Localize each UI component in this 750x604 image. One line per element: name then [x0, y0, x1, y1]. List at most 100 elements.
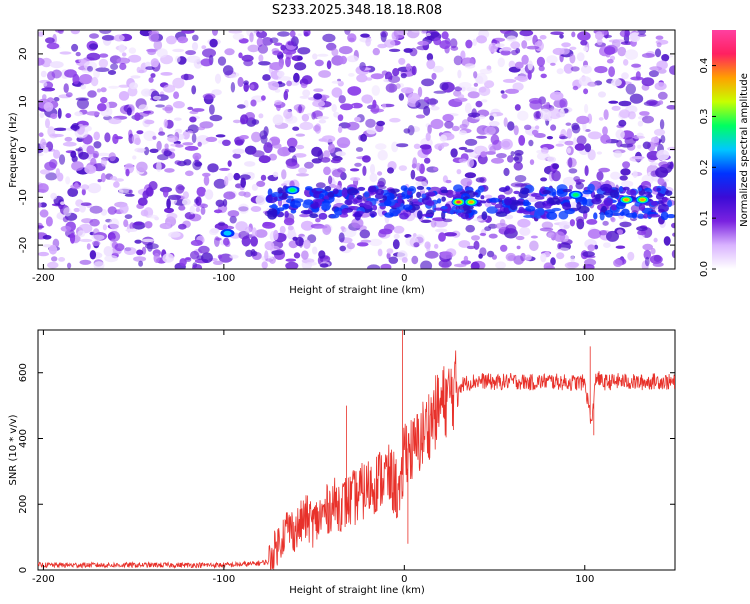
- heatmap-cell: [249, 32, 254, 43]
- heatmap-cell: [209, 104, 215, 115]
- heatmap-cell: [204, 189, 214, 200]
- heatmap-cell: [476, 35, 487, 44]
- heatmap-cell: [444, 120, 454, 129]
- heatmap-cell: [546, 136, 554, 140]
- heatmap-cell: [223, 225, 235, 230]
- heatmap-cell: [261, 261, 268, 269]
- heatmap-band-cell: [637, 187, 642, 192]
- heatmap-cell: [467, 112, 481, 118]
- heatmap-cell: [372, 99, 377, 109]
- heatmap-band-cell: [631, 212, 638, 219]
- heatmap-cell: [465, 138, 478, 146]
- heatmap-cell: [203, 175, 210, 186]
- heatmap-cell: [95, 67, 110, 72]
- heatmap-cell: [262, 222, 276, 229]
- heatmap-cell: [102, 224, 107, 231]
- heatmap-cell: [315, 182, 326, 189]
- heatmap-band-cell: [333, 207, 343, 216]
- heatmap-cell: [178, 223, 187, 230]
- heatmap-cell: [127, 86, 138, 97]
- heatmap-cell: [303, 32, 309, 37]
- heatmap-cell: [646, 99, 658, 106]
- heatmap-cell: [136, 161, 148, 173]
- heatmap-cell: [636, 226, 648, 232]
- heatmap-cell: [619, 109, 631, 119]
- heatmap-cell: [546, 55, 558, 65]
- heatmap-cell: [395, 83, 401, 89]
- heatmap-cell: [371, 85, 380, 96]
- heatmap-cell: [424, 250, 439, 259]
- heatmap-cell: [318, 70, 331, 78]
- heatmap-cell: [360, 133, 367, 142]
- snr-y-label: SNR (10 * v/v): [8, 414, 19, 485]
- heatmap-cell: [252, 250, 258, 257]
- heatmap-cell: [430, 220, 437, 228]
- heatmap-cell: [274, 99, 282, 106]
- heatmap-cell: [228, 30, 243, 34]
- heatmap-cell: [295, 144, 305, 150]
- heatmap-cell: [91, 234, 105, 241]
- heatmap-cell: [189, 205, 195, 215]
- heatmap-band-cell: [658, 203, 669, 213]
- heatmap-band-cell: [480, 195, 485, 200]
- heatmap-cell: [543, 262, 553, 269]
- heatmap-cell: [580, 193, 590, 198]
- heatmap-band-cell: [621, 208, 630, 216]
- heatmap-band-cell: [372, 204, 378, 211]
- heatmap-cell: [238, 52, 243, 59]
- heatmap-band-cell: [357, 186, 366, 191]
- heatmap-peak: [456, 200, 461, 204]
- heatmap-cell: [383, 224, 395, 232]
- heatmap-cell: [392, 68, 400, 77]
- heatmap-cell: [113, 34, 125, 42]
- heatmap-cell: [114, 178, 124, 182]
- heatmap-cell: [503, 167, 510, 177]
- heatmap-cell: [150, 73, 156, 78]
- heatmap-cell: [514, 104, 521, 111]
- heatmap-cell: [368, 238, 383, 247]
- heatmap-cell: [202, 172, 211, 177]
- heatmap-cell: [256, 30, 268, 39]
- heatmap-cell: [164, 207, 174, 214]
- heatmap-cell: [214, 73, 222, 84]
- heatmap-cell: [491, 157, 504, 164]
- heatmap-cell: [610, 171, 621, 180]
- heatmap-cell: [197, 141, 202, 147]
- heatmap-cell: [42, 81, 48, 87]
- heatmap-cell: [587, 131, 602, 140]
- heatmap-cell: [124, 193, 135, 197]
- heatmap-cell: [652, 262, 664, 267]
- heatmap-cell: [618, 100, 632, 107]
- heatmap-cell: [45, 216, 53, 227]
- heatmap-cell: [570, 255, 575, 263]
- heatmap-cell: [191, 108, 205, 112]
- heatmap-band-cell: [650, 201, 658, 206]
- heatmap-cell: [654, 48, 662, 58]
- heatmap-cell: [667, 146, 675, 151]
- heatmap-cell: [393, 225, 405, 234]
- heatmap-band-cell: [271, 203, 277, 210]
- heatmap-band-cell: [666, 214, 675, 219]
- heatmap-cell: [566, 128, 573, 139]
- heatmap-cell: [279, 225, 286, 234]
- heatmap-cell: [615, 129, 625, 140]
- snr-series-line: [38, 330, 675, 570]
- heatmap-cell: [295, 133, 306, 137]
- heatmap-cell: [443, 218, 453, 223]
- heatmap-cell: [331, 48, 339, 57]
- heatmap-cell: [535, 111, 541, 119]
- heatmap-cell: [541, 221, 554, 230]
- heatmap-cell: [153, 252, 160, 264]
- heatmap-band-cell: [551, 207, 562, 212]
- heatmap-cell: [45, 118, 50, 129]
- heatmap-cell: [393, 233, 400, 239]
- heatmap-cell: [637, 120, 644, 127]
- heatmap-cell: [518, 135, 526, 146]
- heatmap-cell: [517, 218, 531, 228]
- heatmap-cell: [598, 167, 611, 173]
- heatmap-cell: [393, 30, 406, 39]
- heatmap-cell: [431, 72, 437, 80]
- heatmap-cell: [264, 250, 269, 261]
- heatmap-cell: [550, 31, 564, 35]
